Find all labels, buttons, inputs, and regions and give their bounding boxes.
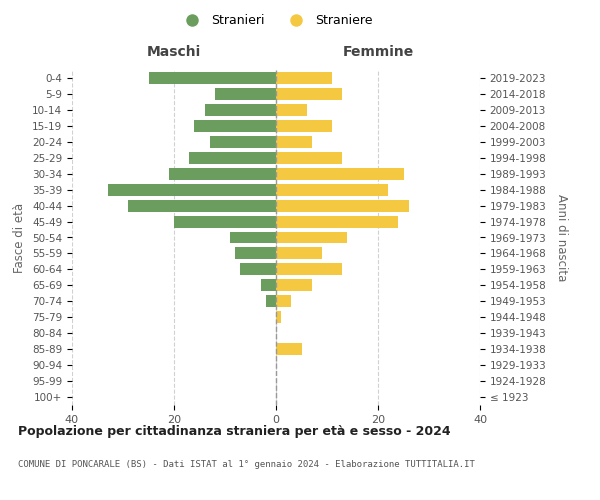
Bar	[276, 136, 312, 148]
Bar	[174, 216, 276, 228]
Bar	[276, 343, 302, 355]
Bar	[276, 280, 312, 291]
Bar	[276, 168, 404, 179]
Bar	[128, 200, 276, 211]
Bar	[276, 200, 409, 211]
Bar	[205, 104, 276, 116]
Bar	[276, 216, 398, 228]
Bar	[276, 232, 347, 243]
Bar	[276, 120, 332, 132]
Y-axis label: Fasce di età: Fasce di età	[13, 202, 26, 272]
Bar	[194, 120, 276, 132]
Bar	[276, 248, 322, 260]
Legend: Stranieri, Straniere: Stranieri, Straniere	[175, 9, 377, 32]
Bar	[276, 152, 342, 164]
Bar	[276, 296, 292, 308]
Text: Popolazione per cittadinanza straniera per età e sesso - 2024: Popolazione per cittadinanza straniera p…	[18, 425, 451, 438]
Bar	[276, 184, 388, 196]
Bar	[108, 184, 276, 196]
Bar	[215, 88, 276, 100]
Bar	[276, 88, 342, 100]
Bar	[235, 248, 276, 260]
Bar	[210, 136, 276, 148]
Bar	[149, 72, 276, 84]
Bar	[230, 232, 276, 243]
Bar	[169, 168, 276, 179]
Bar	[276, 104, 307, 116]
Bar	[266, 296, 276, 308]
Bar	[260, 280, 276, 291]
Text: Femmine: Femmine	[343, 45, 413, 59]
Text: COMUNE DI PONCARALE (BS) - Dati ISTAT al 1° gennaio 2024 - Elaborazione TUTTITAL: COMUNE DI PONCARALE (BS) - Dati ISTAT al…	[18, 460, 475, 469]
Y-axis label: Anni di nascita: Anni di nascita	[555, 194, 568, 281]
Bar	[240, 264, 276, 276]
Text: Maschi: Maschi	[147, 45, 201, 59]
Bar	[276, 72, 332, 84]
Bar	[276, 312, 281, 323]
Bar	[276, 264, 342, 276]
Bar	[190, 152, 276, 164]
